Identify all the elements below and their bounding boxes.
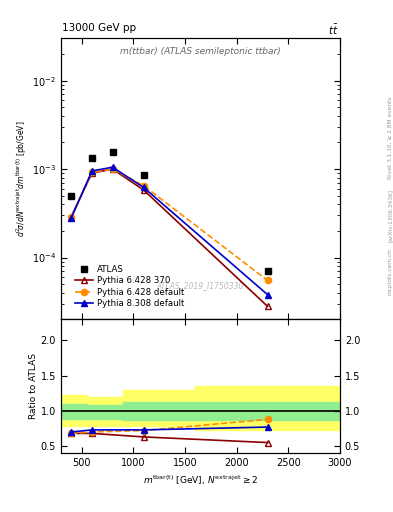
Pythia 8.308 default	[110, 164, 115, 170]
Text: m(ttbar) (ATLAS semileptonic ttbar): m(ttbar) (ATLAS semileptonic ttbar)	[120, 47, 281, 56]
Y-axis label: $d^2\!\sigma/dN^{\mathrm{extra\,jet}}dm^{\mathrm{tbar(t)}}$ [pb/GeV]: $d^2\!\sigma/dN^{\mathrm{extra\,jet}}dm^…	[15, 121, 29, 237]
Pythia 6.428 370	[110, 166, 115, 172]
Pythia 8.308 default	[265, 292, 270, 298]
Line: Pythia 8.308 default: Pythia 8.308 default	[68, 164, 271, 298]
ATLAS	[265, 268, 270, 274]
Pythia 6.428 370	[90, 170, 94, 176]
Pythia 6.428 default	[110, 166, 115, 172]
Pythia 8.308 default	[141, 184, 146, 190]
ATLAS	[141, 172, 146, 178]
Line: ATLAS: ATLAS	[68, 149, 271, 274]
Pythia 6.428 default	[265, 278, 270, 284]
Pythia 6.428 default	[69, 214, 73, 220]
Text: mcplots.cern.ch: mcplots.cern.ch	[387, 248, 392, 295]
Pythia 6.428 370	[265, 303, 270, 309]
ATLAS	[110, 149, 115, 155]
Text: ATLAS_2019_I1750330: ATLAS_2019_I1750330	[157, 281, 244, 290]
Pythia 6.428 default	[141, 183, 146, 189]
Text: 13000 GeV pp: 13000 GeV pp	[62, 23, 136, 33]
Pythia 8.308 default	[69, 215, 73, 221]
Pythia 8.308 default	[90, 168, 94, 174]
Text: $t\bar{t}$: $t\bar{t}$	[328, 23, 339, 37]
Text: Rivet 3.1.10, ≥ 2.8M events: Rivet 3.1.10, ≥ 2.8M events	[387, 97, 392, 180]
X-axis label: $m^{\mathrm{tbar(t)}}$ [GeV], $N^{\mathrm{extra\,jet}} \geq 2$: $m^{\mathrm{tbar(t)}}$ [GeV], $N^{\mathr…	[143, 474, 258, 487]
Y-axis label: Ratio to ATLAS: Ratio to ATLAS	[29, 353, 38, 419]
Pythia 6.428 370	[141, 187, 146, 193]
Text: [arXiv:1306.3436]: [arXiv:1306.3436]	[387, 188, 392, 242]
Pythia 6.428 default	[90, 169, 94, 175]
ATLAS	[69, 193, 73, 199]
Line: Pythia 6.428 default: Pythia 6.428 default	[68, 166, 271, 284]
Legend: ATLAS, Pythia 6.428 370, Pythia 6.428 default, Pythia 8.308 default: ATLAS, Pythia 6.428 370, Pythia 6.428 de…	[73, 264, 186, 309]
Pythia 6.428 370	[69, 214, 73, 220]
Line: Pythia 6.428 370: Pythia 6.428 370	[68, 166, 271, 310]
ATLAS	[90, 155, 94, 161]
